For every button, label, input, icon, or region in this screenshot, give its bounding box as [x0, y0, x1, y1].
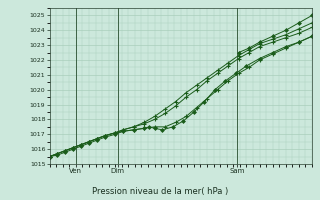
- Text: Pression niveau de la mer( hPa ): Pression niveau de la mer( hPa ): [92, 187, 228, 196]
